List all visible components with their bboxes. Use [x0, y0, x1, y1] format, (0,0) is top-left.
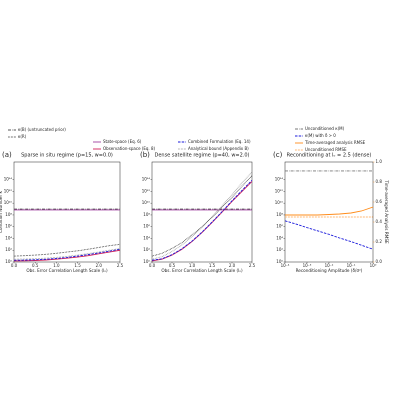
y-tick-label: 10⁰ [143, 259, 150, 264]
panel-title: Dense satellite regime (p=40, w=2.0) [154, 153, 249, 159]
y-tick-label: 10¹⁰ [275, 200, 284, 205]
series-line [152, 171, 252, 260]
x-tick-label: 0.5 [32, 263, 39, 268]
x-tick-label: 0.0 [149, 263, 156, 268]
y-tick-label: 10⁰ [5, 259, 12, 264]
y-tick-label: 10⁴ [276, 235, 283, 240]
legend-label: State-space (Eq. 6) [103, 139, 142, 144]
y-tick-label: 10² [5, 247, 12, 252]
legend-label: Time-averaged analysis RMSE [304, 140, 366, 145]
y-tick-label: 10¹² [4, 188, 13, 193]
y2-tick-label: 0.0 [376, 259, 383, 264]
y-tick-label: 10⁸ [276, 212, 283, 217]
legend-label: Observation-space (Eq. 8) [103, 146, 156, 151]
y-tick-label: 10⁴ [5, 235, 12, 240]
x-tick-label: 10⁻³ [303, 263, 312, 268]
legend-label: κ(B) (untruncated prior) [18, 127, 66, 132]
y-axis-label: Condition Number κ [0, 191, 3, 233]
y-tick-label: 10¹⁴ [4, 177, 13, 182]
y2-tick-label: 0.4 [376, 219, 383, 224]
y-tick-label: 10⁸ [5, 212, 12, 217]
legend-label: Combined Formulation (Eq. 14) [188, 139, 251, 144]
x-axis-label: Reconditioning Amplitude (δ/σ²) [296, 268, 363, 273]
y2-tick-label: 0.6 [376, 199, 383, 204]
y-tick-label: 10⁴ [143, 235, 150, 240]
legend-label: Analytical bound (Appendix B) [188, 146, 249, 151]
panel-title: Sparse in situ regime (p=15, w=0.0) [21, 153, 113, 159]
x-tick-label: 2.5 [117, 263, 124, 268]
x-tick-label: 10⁻² [325, 263, 334, 268]
y2-tick-label: 1.0 [376, 159, 383, 164]
legend-label: κ(M) with δ > 0 [305, 133, 336, 138]
x-tick-label: 10⁻¹ [347, 263, 356, 268]
y2-tick-label: 0.8 [376, 179, 383, 184]
legend-label: κ(R) [18, 134, 27, 139]
panel-title: Reconditioning at lₒ = 2.5 (dense) [287, 153, 372, 159]
panel-label: (c) [273, 151, 283, 159]
y-tick-label: 10¹⁰ [142, 200, 151, 205]
panel-label: (b) [140, 151, 150, 159]
legend-label: Unconditioned RMSE [305, 147, 347, 152]
x-tick-label: 2.0 [96, 263, 103, 268]
x-tick-label: 2.0 [229, 263, 236, 268]
y-tick-label: 10⁰ [276, 259, 283, 264]
plot-frame [151, 161, 253, 263]
x-tick-label: 1.0 [189, 263, 196, 268]
panel-label: (a) [2, 151, 12, 159]
x-tick-label: 2.5 [249, 263, 256, 268]
y2-tick-label: 0.2 [376, 239, 383, 244]
y-tick-label: 10¹⁴ [275, 177, 284, 182]
y-tick-label: 10² [276, 247, 283, 252]
y2-axis-label: Time-averaged Analysis RMSE [384, 179, 389, 244]
x-tick-label: 10⁻⁴ [281, 263, 290, 268]
series-line [14, 248, 120, 261]
series-line [14, 249, 120, 262]
y-tick-label: 10¹² [142, 188, 151, 193]
plot-frame [13, 161, 121, 263]
x-axis-label: Obs. Error Correlation Length Scale (lₒ) [161, 268, 243, 273]
y-tick-label: 10⁶ [276, 224, 283, 229]
series-line [14, 248, 120, 260]
y-tick-label: 10⁶ [143, 224, 150, 229]
x-tick-label: 0.0 [11, 263, 18, 268]
x-tick-label: 0.5 [169, 263, 176, 268]
legend-label: Unconditioned κ(M) [305, 126, 345, 131]
x-tick-label: 10⁰ [370, 263, 377, 268]
y-tick-label: 10¹⁴ [142, 177, 151, 182]
x-axis-label: Obs. Error Correlation Length Scale (lₒ) [26, 268, 108, 273]
x-tick-label: 1.5 [209, 263, 216, 268]
y-tick-label: 10² [143, 247, 150, 252]
y-tick-label: 10⁸ [143, 212, 150, 217]
series-line [152, 175, 252, 257]
x-tick-label: 1.0 [53, 263, 60, 268]
series-line [285, 220, 373, 250]
y-tick-label: 10¹² [275, 188, 284, 193]
series-line [14, 243, 120, 257]
y-tick-label: 10¹⁰ [4, 200, 13, 205]
x-tick-label: 1.5 [74, 263, 81, 268]
series-line [285, 206, 373, 216]
y-tick-label: 10⁶ [5, 224, 12, 229]
